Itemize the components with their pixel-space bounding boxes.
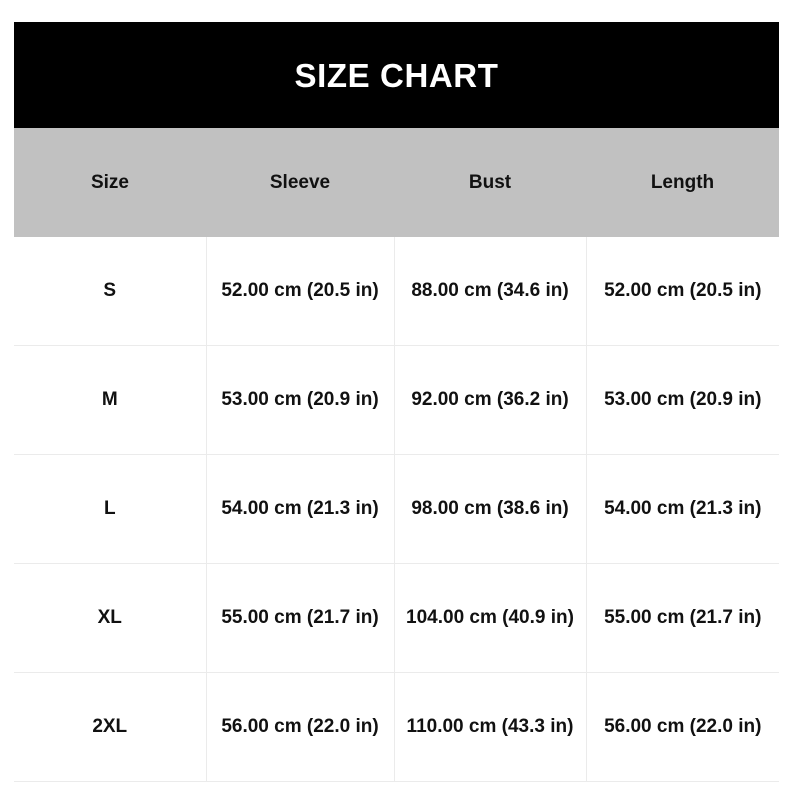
column-header-size: Size (90, 171, 130, 193)
page-title: SIZE CHART (294, 56, 499, 94)
cell-size: L (14, 454, 207, 564)
table-row: S 52.00 cm (20.5 in) 88.00 cm (34.6 in) … (14, 237, 779, 346)
cell-length: 56.00 cm (22.0 in) (586, 672, 779, 782)
table-row: XL 55.00 cm (21.7 in) 104.00 cm (40.9 in… (14, 563, 779, 673)
cell-bust: 88.00 cm (34.6 in) (394, 237, 587, 346)
column-header-sleeve: Sleeve (269, 171, 331, 193)
cell-size: S (14, 237, 207, 346)
table-row: M 53.00 cm (20.9 in) 92.00 cm (36.2 in) … (14, 345, 779, 455)
cell-size: XL (14, 563, 207, 673)
cell-bust: 104.00 cm (40.9 in) (394, 563, 587, 673)
cell-length: 52.00 cm (20.5 in) (586, 237, 779, 346)
cell-sleeve: 56.00 cm (22.0 in) (206, 672, 395, 782)
size-chart-banner: SIZE CHART (14, 22, 779, 128)
cell-bust: 92.00 cm (36.2 in) (394, 345, 587, 455)
table-body: S 52.00 cm (20.5 in) 88.00 cm (34.6 in) … (14, 237, 779, 782)
cell-sleeve: 53.00 cm (20.9 in) (206, 345, 395, 455)
cell-size: M (14, 345, 207, 455)
cell-length: 54.00 cm (21.3 in) (586, 454, 779, 564)
column-header-length: Length (650, 171, 715, 193)
table-row: 2XL 56.00 cm (22.0 in) 110.00 cm (43.3 i… (14, 672, 779, 782)
cell-length: 53.00 cm (20.9 in) (586, 345, 779, 455)
size-chart-table: Size Sleeve Bust Length S 52.00 cm (20.5… (14, 128, 779, 782)
cell-size: 2XL (14, 672, 207, 782)
column-header-bust: Bust (468, 171, 512, 193)
table-header: Size Sleeve Bust Length (14, 128, 779, 237)
cell-sleeve: 52.00 cm (20.5 in) (206, 237, 395, 346)
cell-sleeve: 55.00 cm (21.7 in) (206, 563, 395, 673)
cell-bust: 98.00 cm (38.6 in) (394, 454, 587, 564)
table-header-row: Size Sleeve Bust Length (14, 128, 779, 237)
cell-length: 55.00 cm (21.7 in) (586, 563, 779, 673)
table-row: L 54.00 cm (21.3 in) 98.00 cm (38.6 in) … (14, 454, 779, 564)
cell-sleeve: 54.00 cm (21.3 in) (206, 454, 395, 564)
size-chart-container: SIZE CHART Size Sleeve Bust Length S (14, 22, 779, 782)
cell-bust: 110.00 cm (43.3 in) (394, 672, 587, 782)
